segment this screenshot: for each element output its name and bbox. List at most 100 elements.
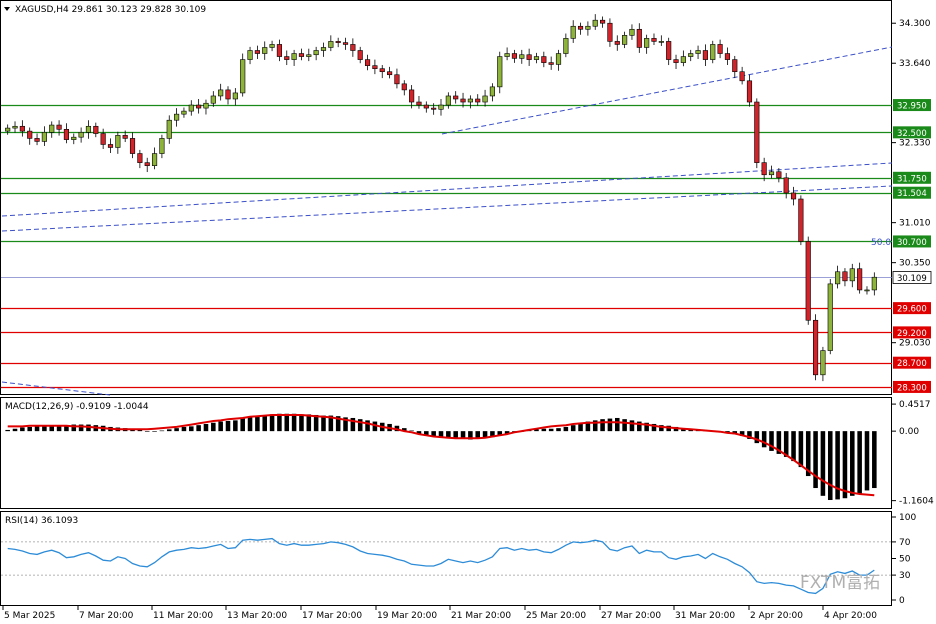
macd-bar — [850, 431, 855, 496]
macd-bar — [181, 426, 187, 432]
candle-body — [577, 25, 584, 30]
rsi-title: RSI(14) 36.1093 — [5, 516, 78, 526]
macd-bar — [34, 426, 40, 432]
candle-body — [41, 132, 47, 142]
candle-body — [210, 95, 216, 104]
candle-body — [724, 53, 731, 60]
macd-bar — [12, 428, 18, 432]
macd-bar — [857, 431, 862, 495]
candle-body — [313, 50, 319, 56]
macd-bar — [166, 429, 172, 432]
time-tick-label: 19 Mar 20:00 — [377, 611, 437, 621]
time-tick-label: 2 Apr 20:00 — [750, 611, 803, 621]
trendline-upper — [441, 46, 893, 135]
fib-level-label: 50.0 — [871, 238, 891, 248]
level-tag-32.950 — [893, 99, 931, 112]
candle-body — [12, 125, 18, 129]
candle-body — [379, 68, 385, 73]
time-tick-label: 27 Mar 20:00 — [601, 611, 661, 621]
macd-bar — [805, 431, 811, 477]
candle-body — [812, 319, 819, 376]
candle-body — [306, 54, 312, 57]
macd-bar — [56, 425, 62, 432]
macd-bar — [284, 413, 290, 432]
level-tag-29.200 — [893, 326, 931, 339]
macd-tick-label: -1.1604 — [899, 497, 934, 507]
candle-body — [93, 125, 99, 134]
candle-body — [820, 350, 826, 376]
candle-body — [115, 135, 121, 148]
candle-body — [122, 135, 128, 139]
rsi-panel-frame — [0, 511, 892, 606]
macd-bar — [335, 416, 341, 432]
price-tick-label: 29.030 — [899, 339, 931, 349]
collapse-arrow-icon[interactable] — [4, 7, 10, 11]
macd-bar — [350, 417, 356, 432]
time-tick-label: 7 Mar 20:00 — [79, 611, 134, 621]
candle-body — [232, 92, 238, 100]
time-tick-label: 4 Apr 20:00 — [824, 611, 877, 621]
macd-bar — [42, 425, 47, 432]
candle-body — [453, 95, 459, 100]
macd-bar — [864, 431, 870, 491]
candle-body — [151, 153, 158, 166]
macd-bar — [827, 431, 833, 501]
candle-body — [849, 268, 855, 282]
level-tag-28.700 — [893, 356, 931, 369]
candle-body — [254, 50, 260, 54]
macd-bar — [754, 431, 760, 444]
candle-body — [460, 98, 466, 103]
current-price-tag-label: 30.109 — [897, 274, 927, 284]
candle-body — [857, 268, 863, 291]
macd-bar — [431, 431, 436, 437]
macd-bar — [791, 431, 796, 462]
candle-body — [585, 25, 591, 30]
price-tick-label: 34.300 — [899, 19, 931, 29]
macd-bar — [438, 431, 444, 438]
macd-bar — [747, 431, 752, 439]
candle-body — [783, 177, 789, 194]
macd-bar — [585, 421, 591, 432]
candle-body — [291, 53, 297, 60]
candle-body — [129, 138, 136, 154]
candle-body — [614, 41, 620, 45]
macd-tick-label: 0.00 — [899, 427, 919, 437]
macd-bar — [159, 430, 165, 432]
price-tick-label: 32.330 — [899, 139, 931, 149]
candle-body — [688, 53, 694, 57]
candle-body — [790, 192, 797, 200]
candle-body — [49, 124, 55, 133]
macd-bar — [78, 424, 84, 432]
macd-bar — [189, 426, 194, 432]
macd-bar — [328, 415, 334, 432]
macd-bar — [776, 431, 782, 454]
candle-body — [695, 50, 701, 54]
candle-body — [196, 104, 202, 109]
candle-body — [541, 56, 547, 63]
macd-bar — [211, 422, 216, 432]
macd-bar — [255, 416, 260, 432]
candle-body — [431, 107, 437, 110]
rsi-tick-label: 50 — [899, 555, 911, 565]
price-tick-label: 31.010 — [899, 219, 931, 229]
macd-title: MACD(12,26,9) -0.9109 -1.0044 — [5, 402, 149, 412]
level-tag-28.300 — [893, 380, 931, 393]
candle-body — [607, 22, 613, 42]
macd-bar — [607, 418, 613, 432]
candle-body — [78, 132, 84, 138]
candle-body — [34, 138, 40, 142]
candle-body — [710, 44, 716, 60]
rsi-tick-label: 0 — [899, 596, 905, 606]
macd-bar — [372, 421, 378, 432]
time-tick-label: 21 Mar 20:00 — [451, 611, 511, 621]
macd-bar — [196, 425, 201, 432]
macd-bar — [578, 423, 583, 432]
macd-bar — [556, 428, 561, 432]
macd-bar — [299, 414, 304, 432]
candle-body — [504, 53, 510, 57]
macd-tick-label: 0.4517 — [899, 400, 931, 410]
macd-panel: 0.4517 0.00 -1.1604 — [5, 400, 934, 507]
candle-body — [401, 83, 407, 91]
candle-body — [56, 124, 62, 130]
candle-body — [188, 104, 194, 112]
